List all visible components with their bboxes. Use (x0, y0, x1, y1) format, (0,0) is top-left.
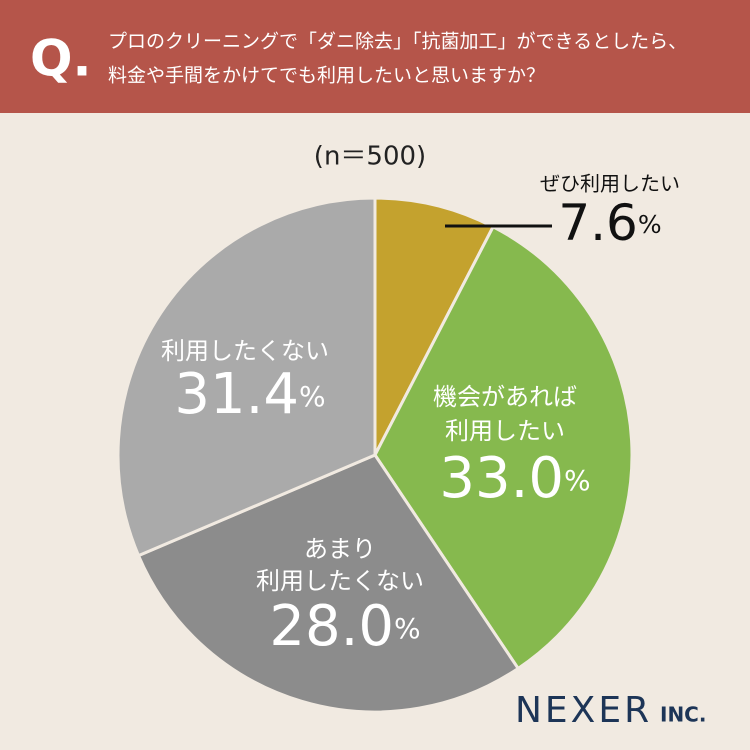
header-bar (0, 0, 750, 113)
slice-label: 利用したい (445, 417, 565, 445)
value-number: 7.6 (558, 194, 638, 252)
chart-title: プロのクリーニングで「ダニ除去」「抗菌加工」ができるとしたら、 (108, 31, 687, 53)
pie (116, 196, 634, 714)
pie-slice (373, 224, 634, 671)
value-label: 33.0% (439, 446, 590, 511)
logo: INC. (660, 703, 706, 727)
value-label: 31.4% (174, 362, 325, 427)
labels: ぜひ利用したい7.6%機会があれば利用したい33.0%あまり利用したくない28.… (161, 172, 680, 660)
value-unit: % (638, 210, 662, 239)
value-number: 31.4 (174, 362, 299, 427)
value-unit: % (299, 380, 326, 413)
slice-label: ぜひ利用したい (540, 172, 680, 196)
value-label: 7.6% (558, 194, 661, 252)
subtitle: (n＝500) (314, 142, 426, 172)
value-number: 33.0 (439, 446, 564, 511)
value-label: 28.0% (269, 594, 420, 659)
slice-label: 利用したくない (256, 567, 424, 595)
slice-label: 機会があれば (433, 383, 577, 411)
chart-title: 料金や手間をかけてでも利用したいと思いますか？ (108, 65, 545, 87)
pie-slice (136, 453, 521, 714)
value-number: 28.0 (269, 594, 394, 659)
slice-label: 利用したくない (161, 337, 329, 365)
pie-slice (116, 196, 377, 558)
logo: NEXER (515, 690, 652, 731)
title-prefix: Q. (30, 30, 92, 88)
value-unit: % (394, 612, 421, 645)
slice-label: あまり (304, 535, 376, 563)
value-unit: % (564, 464, 591, 497)
